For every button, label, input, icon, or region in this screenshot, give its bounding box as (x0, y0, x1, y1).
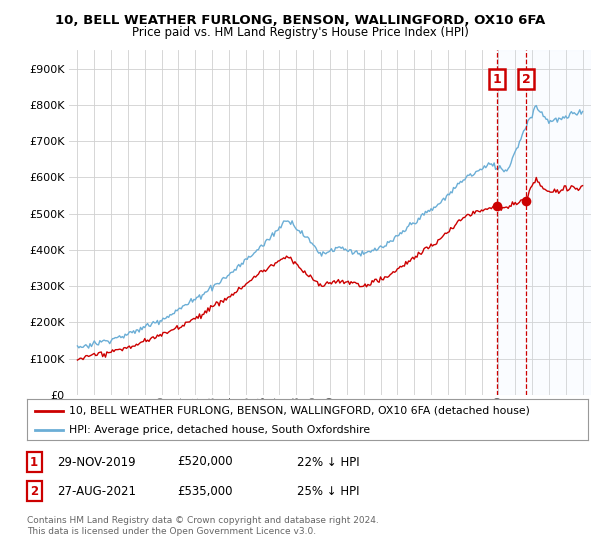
Text: This data is licensed under the Open Government Licence v3.0.: This data is licensed under the Open Gov… (27, 528, 316, 536)
Text: 1: 1 (30, 455, 38, 469)
Text: 1: 1 (493, 73, 501, 86)
Text: 2: 2 (522, 73, 531, 86)
Text: 25% ↓ HPI: 25% ↓ HPI (297, 484, 359, 498)
Text: 10, BELL WEATHER FURLONG, BENSON, WALLINGFORD, OX10 6FA (detached house): 10, BELL WEATHER FURLONG, BENSON, WALLIN… (69, 405, 530, 416)
Text: 10, BELL WEATHER FURLONG, BENSON, WALLINGFORD, OX10 6FA: 10, BELL WEATHER FURLONG, BENSON, WALLIN… (55, 14, 545, 27)
Text: £520,000: £520,000 (177, 455, 233, 469)
Text: 27-AUG-2021: 27-AUG-2021 (57, 484, 136, 498)
Text: Price paid vs. HM Land Registry's House Price Index (HPI): Price paid vs. HM Land Registry's House … (131, 26, 469, 39)
Bar (497, 50, 591, 395)
Text: 22% ↓ HPI: 22% ↓ HPI (297, 455, 359, 469)
Text: 2: 2 (30, 484, 38, 498)
Text: Contains HM Land Registry data © Crown copyright and database right 2024.: Contains HM Land Registry data © Crown c… (27, 516, 379, 525)
Text: £535,000: £535,000 (177, 484, 233, 498)
Text: 29-NOV-2019: 29-NOV-2019 (57, 455, 136, 469)
Text: HPI: Average price, detached house, South Oxfordshire: HPI: Average price, detached house, Sout… (69, 425, 370, 435)
